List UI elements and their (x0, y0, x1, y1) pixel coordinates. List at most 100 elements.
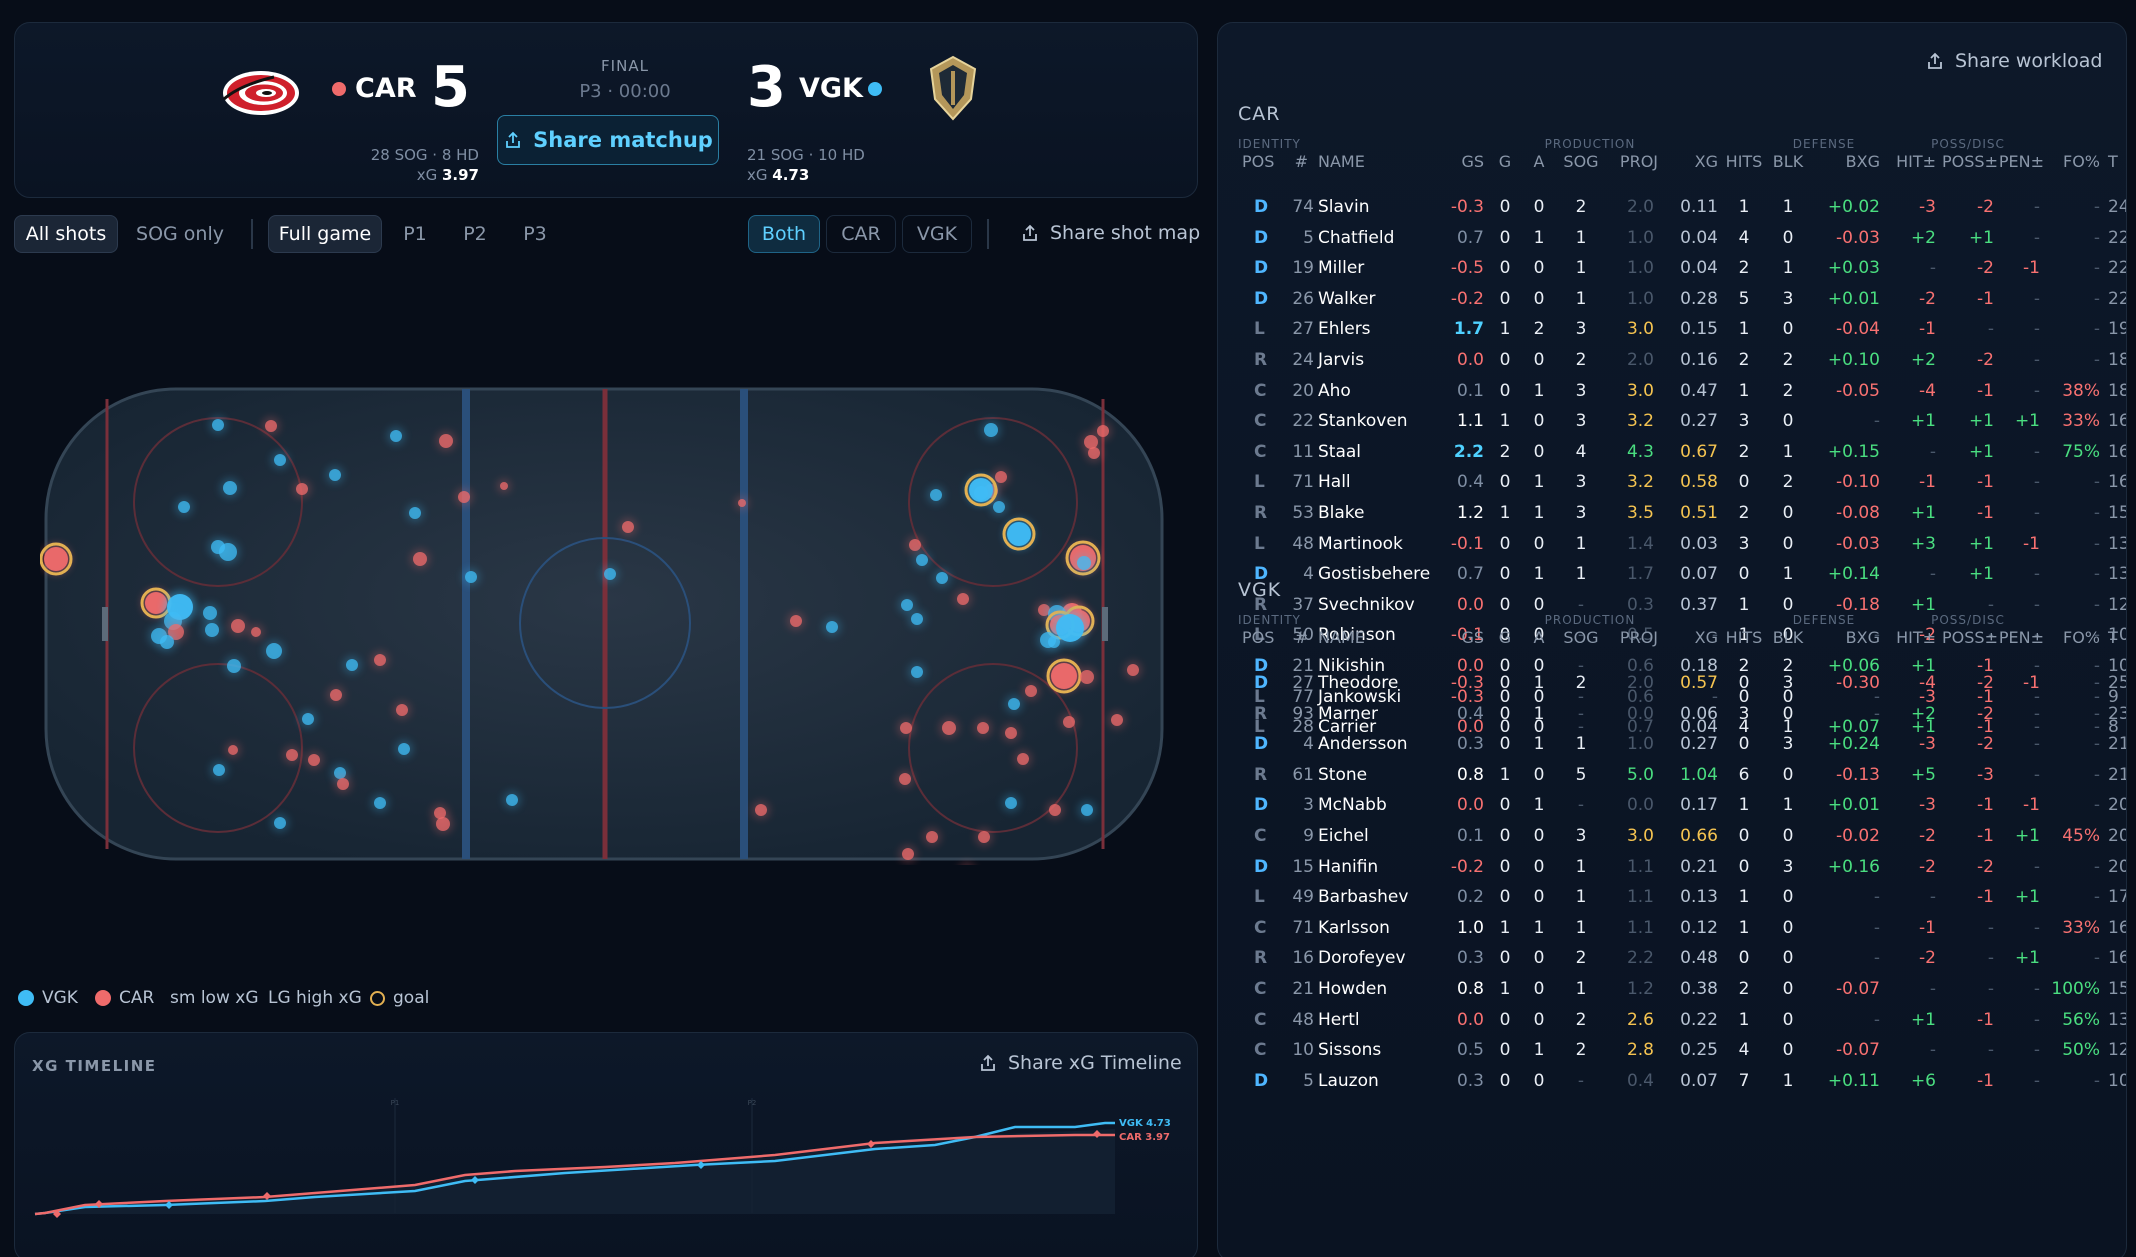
cell-hits: 0 (1738, 564, 1750, 585)
cell-pos: C (1254, 411, 1267, 432)
cell-sog: 2 (1575, 1040, 1587, 1061)
column-header[interactable]: POS (1242, 152, 1275, 171)
goal-ring (1002, 517, 1036, 551)
cell-: 74 (1292, 197, 1314, 217)
share-shot-map-button[interactable]: Share shot map (1020, 222, 1200, 244)
column-header[interactable]: HIT± (1896, 152, 1936, 171)
filter-sog-only[interactable]: SOG only (136, 223, 224, 245)
column-header[interactable]: BXG (1845, 628, 1880, 647)
player-row[interactable]: L 48 Martinook -0.1 0 0 1 1.4 0.03 3 0 -0.03 +3 +1 -1 -… (1218, 534, 2126, 564)
filter-team-vgk[interactable]: VGK (902, 215, 972, 253)
cell-fo: - (2093, 734, 2100, 755)
cell-t: 16 (2108, 472, 2126, 493)
share-workload-button[interactable]: Share workload (1925, 50, 2102, 72)
column-header[interactable]: GS (1461, 152, 1484, 171)
cell-pen: - (2033, 197, 2040, 217)
column-header[interactable]: HIT± (1896, 628, 1936, 647)
column-header[interactable]: PEN± (1998, 628, 2044, 647)
column-header[interactable]: FO% (2063, 628, 2100, 647)
column-header[interactable]: PEN± (1998, 152, 2044, 171)
column-header[interactable]: A (1533, 628, 1545, 647)
column-header[interactable]: BLK (1772, 152, 1804, 171)
column-header[interactable]: T (2108, 152, 2118, 171)
filter-full-game[interactable]: Full game (268, 215, 382, 253)
share-xg-timeline-button[interactable]: Share xG Timeline (978, 1052, 1182, 1074)
cell-hits: 0 (1738, 826, 1750, 846)
filter-p2[interactable]: P2 (463, 223, 487, 245)
column-header[interactable]: BLK (1772, 628, 1804, 647)
player-row[interactable]: L 28 Carrier 0.0 0 0-0.7 0.04 4 1 +0.07 +1 -1- -8 (1218, 717, 2126, 747)
column-header[interactable]: GS (1461, 628, 1484, 647)
cell-xg: 0.57 (1680, 673, 1718, 693)
column-header[interactable]: NAME (1318, 628, 1365, 647)
cell-bxg: +0.06 (1827, 656, 1880, 676)
column-header[interactable]: HITS (1725, 152, 1763, 171)
filter-all-shots[interactable]: All shots (14, 215, 118, 253)
cell-name: Aho (1318, 380, 1351, 401)
filter-team-both[interactable]: Both (748, 215, 820, 253)
goal-marker (53, 1210, 61, 1218)
column-header[interactable]: # (1294, 628, 1308, 647)
legend-vgk-swatch (18, 990, 34, 1006)
column-header[interactable]: FO% (2063, 152, 2100, 171)
column-header[interactable]: POS (1242, 628, 1275, 647)
column-header[interactable]: G (1498, 628, 1512, 647)
column-header[interactable]: HITS (1725, 628, 1763, 647)
goal-ring (964, 473, 998, 507)
cell-pen: - (2033, 979, 2040, 999)
player-row[interactable]: D 27 Theodore -0.3 0 1 2 2.0 0.57 0 3 -0.30 -4 -2 -1-2… (1218, 673, 2126, 703)
column-header[interactable]: XG (1694, 152, 1718, 171)
cell-: 3 (1303, 795, 1314, 816)
column-header[interactable]: G (1498, 152, 1512, 171)
column-header[interactable]: T (2108, 628, 2118, 647)
column-header[interactable]: NAME (1318, 152, 1365, 171)
column-header[interactable]: SOG (1563, 152, 1599, 171)
column-header[interactable]: PROJ (1619, 152, 1658, 171)
column-header[interactable]: XG (1694, 628, 1718, 647)
column-header[interactable]: PROJ (1619, 628, 1658, 647)
filter-team-car[interactable]: CAR (826, 215, 896, 253)
column-header[interactable]: POSS± (1942, 152, 1998, 171)
vgk-shot-marker (274, 817, 286, 829)
car-shot-marker (1025, 685, 1037, 697)
column-header[interactable]: POSS± (1942, 628, 1998, 647)
column-header[interactable]: BXG (1845, 152, 1880, 171)
player-row[interactable]: D 4 Gostisbehere 0.7 0 1 1 1.7 0.07 0 1 +0.14- +1- -1… (1218, 564, 2126, 594)
column-header[interactable]: SOG (1563, 628, 1599, 647)
column-header[interactable]: # (1294, 152, 1308, 171)
cell-g: 0 (1499, 887, 1511, 908)
player-row[interactable]: L 77 Jankowski -0.3 0 0-0.6-0 0- -3 -1- -9 (1218, 687, 2126, 717)
share-matchup-button[interactable]: Share matchup (497, 115, 719, 165)
shot-markers (40, 416, 1142, 865)
filter-p3[interactable]: P3 (523, 223, 547, 245)
filter-p1[interactable]: P1 (403, 223, 427, 245)
column-header[interactable]: A (1533, 152, 1545, 171)
